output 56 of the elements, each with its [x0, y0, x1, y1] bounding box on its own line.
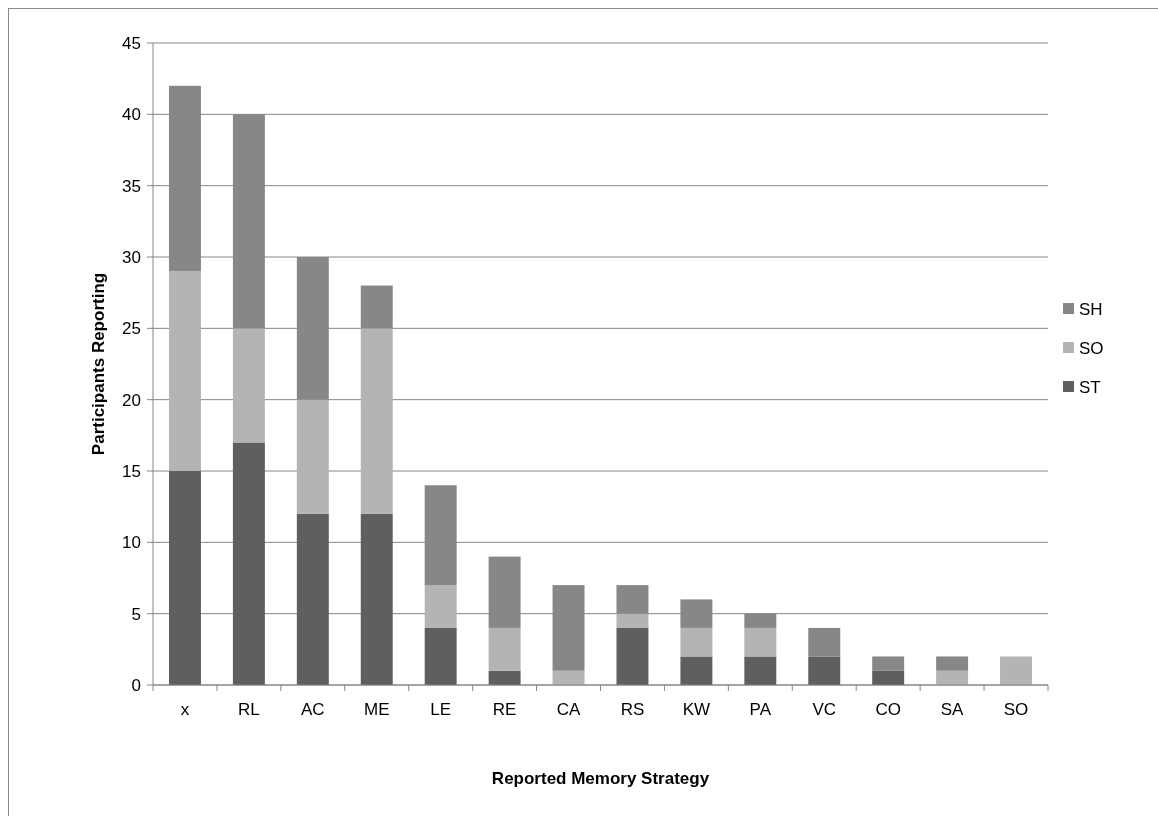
- x-tick-label: CA: [556, 700, 581, 719]
- legend-label: SO: [1079, 338, 1104, 358]
- bar: [296, 399, 329, 514]
- x-tick-label: KW: [682, 700, 711, 719]
- bar: [424, 585, 457, 628]
- bar: [360, 285, 393, 329]
- bar: [872, 670, 905, 685]
- x-tick-label: SO: [1003, 700, 1029, 719]
- bar: [680, 656, 713, 685]
- x-tick-label: VC: [812, 700, 837, 719]
- y-tick-label: 30: [122, 247, 141, 267]
- y-tick-label: 35: [122, 176, 141, 196]
- bar: [488, 670, 521, 685]
- bar: [616, 613, 649, 628]
- bar: [936, 656, 969, 671]
- x-tick-label: RL: [238, 700, 260, 719]
- bar: [552, 670, 585, 685]
- y-tick-label: 20: [122, 390, 141, 410]
- bar: [872, 656, 905, 671]
- x-tick-label: SA: [940, 700, 965, 719]
- bar: [424, 627, 457, 685]
- bar: [168, 471, 201, 685]
- x-tick-label: AC: [301, 700, 325, 719]
- y-tick-label: 45: [122, 33, 141, 53]
- bar: [680, 627, 713, 657]
- legend-label: SH: [1079, 299, 1103, 319]
- x-axis-title: Reported Memory Strategy: [491, 769, 710, 788]
- y-tick-label: 0: [131, 675, 141, 695]
- x-tick-label: CO: [875, 700, 901, 719]
- y-axis-title: Participants Reporting: [89, 272, 108, 456]
- bar: [808, 656, 841, 685]
- bar: [360, 513, 393, 685]
- y-tick-label: 25: [122, 319, 141, 339]
- x-tick-label: ME: [364, 700, 390, 719]
- x-tick-label: PA: [749, 700, 772, 719]
- y-tick-label: 10: [122, 533, 141, 553]
- bar: [296, 513, 329, 685]
- bar: [808, 627, 841, 657]
- bar: [360, 328, 393, 514]
- bar: [232, 442, 265, 685]
- legend-label: ST: [1079, 377, 1101, 397]
- bar: [744, 627, 777, 657]
- bar: [232, 328, 265, 443]
- y-tick-label: 15: [122, 461, 141, 481]
- bar: [936, 670, 969, 685]
- x-tick-label: RE: [492, 700, 517, 719]
- bar: [488, 627, 521, 671]
- bar: [744, 656, 777, 685]
- bar: [168, 271, 201, 471]
- y-tick-label: 5: [131, 604, 141, 624]
- bar: [616, 627, 649, 685]
- x-tick-label: LE: [430, 700, 452, 719]
- x-tick-label: x: [180, 700, 190, 719]
- y-tick-label: 40: [122, 105, 141, 125]
- x-tick-label: RS: [620, 700, 645, 719]
- bar: [1000, 656, 1033, 685]
